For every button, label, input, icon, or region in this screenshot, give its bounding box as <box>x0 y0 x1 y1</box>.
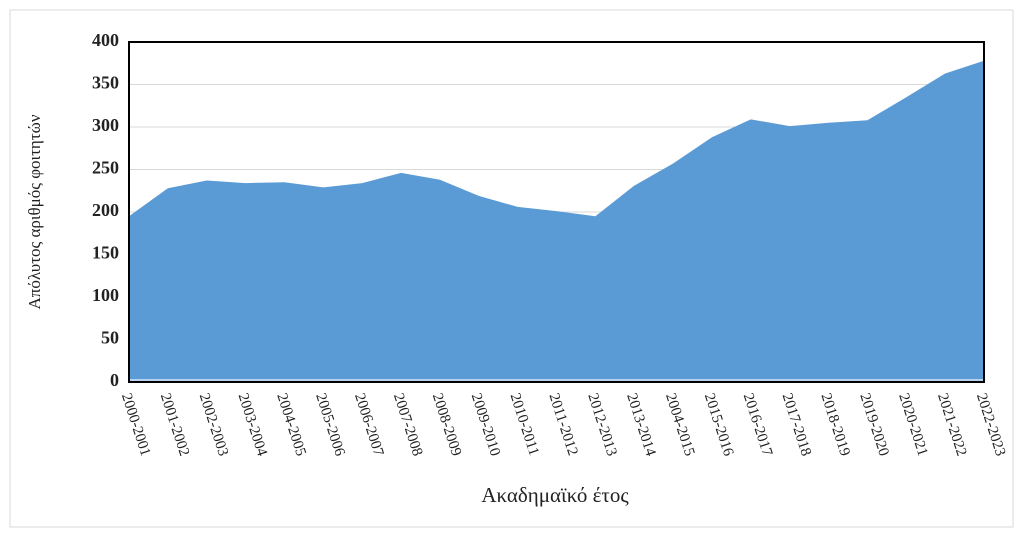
y-tick-label: 0 <box>110 370 119 390</box>
y-axis-label: Απόλυτος αριθμός φοιτητών <box>25 114 44 309</box>
plot-border <box>128 41 985 383</box>
y-tick-label: 200 <box>92 200 119 220</box>
y-tick-label: 400 <box>92 30 119 50</box>
y-tick-label: 50 <box>101 328 119 348</box>
y-tick-label: 250 <box>92 158 119 178</box>
area <box>129 60 984 382</box>
y-tick-label: 150 <box>92 243 119 263</box>
y-tick-label: 100 <box>92 285 119 305</box>
x-axis-label: Ακαδημαϊκό έτος <box>481 483 629 507</box>
y-tick-label: 300 <box>92 115 119 135</box>
y-tick-label: 350 <box>92 73 119 93</box>
